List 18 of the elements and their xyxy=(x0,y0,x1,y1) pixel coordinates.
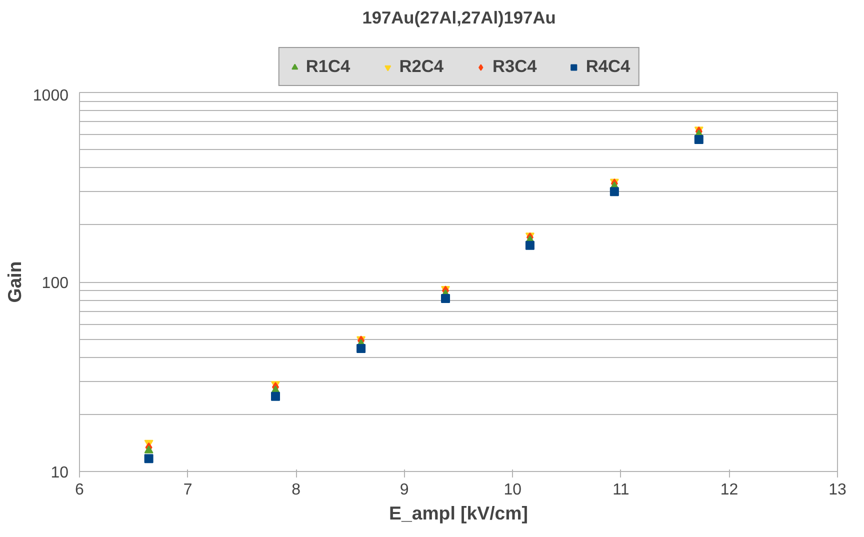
x-axis-title: E_ampl [kV/cm] xyxy=(389,502,528,524)
x-tick-label: 9 xyxy=(400,482,409,498)
x-tick-label: 8 xyxy=(292,482,301,498)
legend-label: R1C4 xyxy=(306,56,350,77)
legend-label: R4C4 xyxy=(586,56,630,77)
legend-label: R3C4 xyxy=(492,56,537,77)
chart-title: 197Au(27Al,27Al)197Au xyxy=(362,8,556,28)
x-tick-label: 7 xyxy=(183,482,192,498)
y-tick-label: 1000 xyxy=(32,88,69,104)
x-tick-label: 6 xyxy=(75,482,84,498)
y-axis-title: Gain xyxy=(4,261,25,303)
x-tick-label: 12 xyxy=(720,482,738,498)
y-tick-label: 10 xyxy=(50,464,69,482)
y-tick-label: 100 xyxy=(42,275,69,292)
x-tick-label: 10 xyxy=(504,482,522,498)
x-tick-label: 13 xyxy=(828,482,846,498)
legend-label: R2C4 xyxy=(399,56,444,77)
x-tick-label: 11 xyxy=(612,482,630,498)
